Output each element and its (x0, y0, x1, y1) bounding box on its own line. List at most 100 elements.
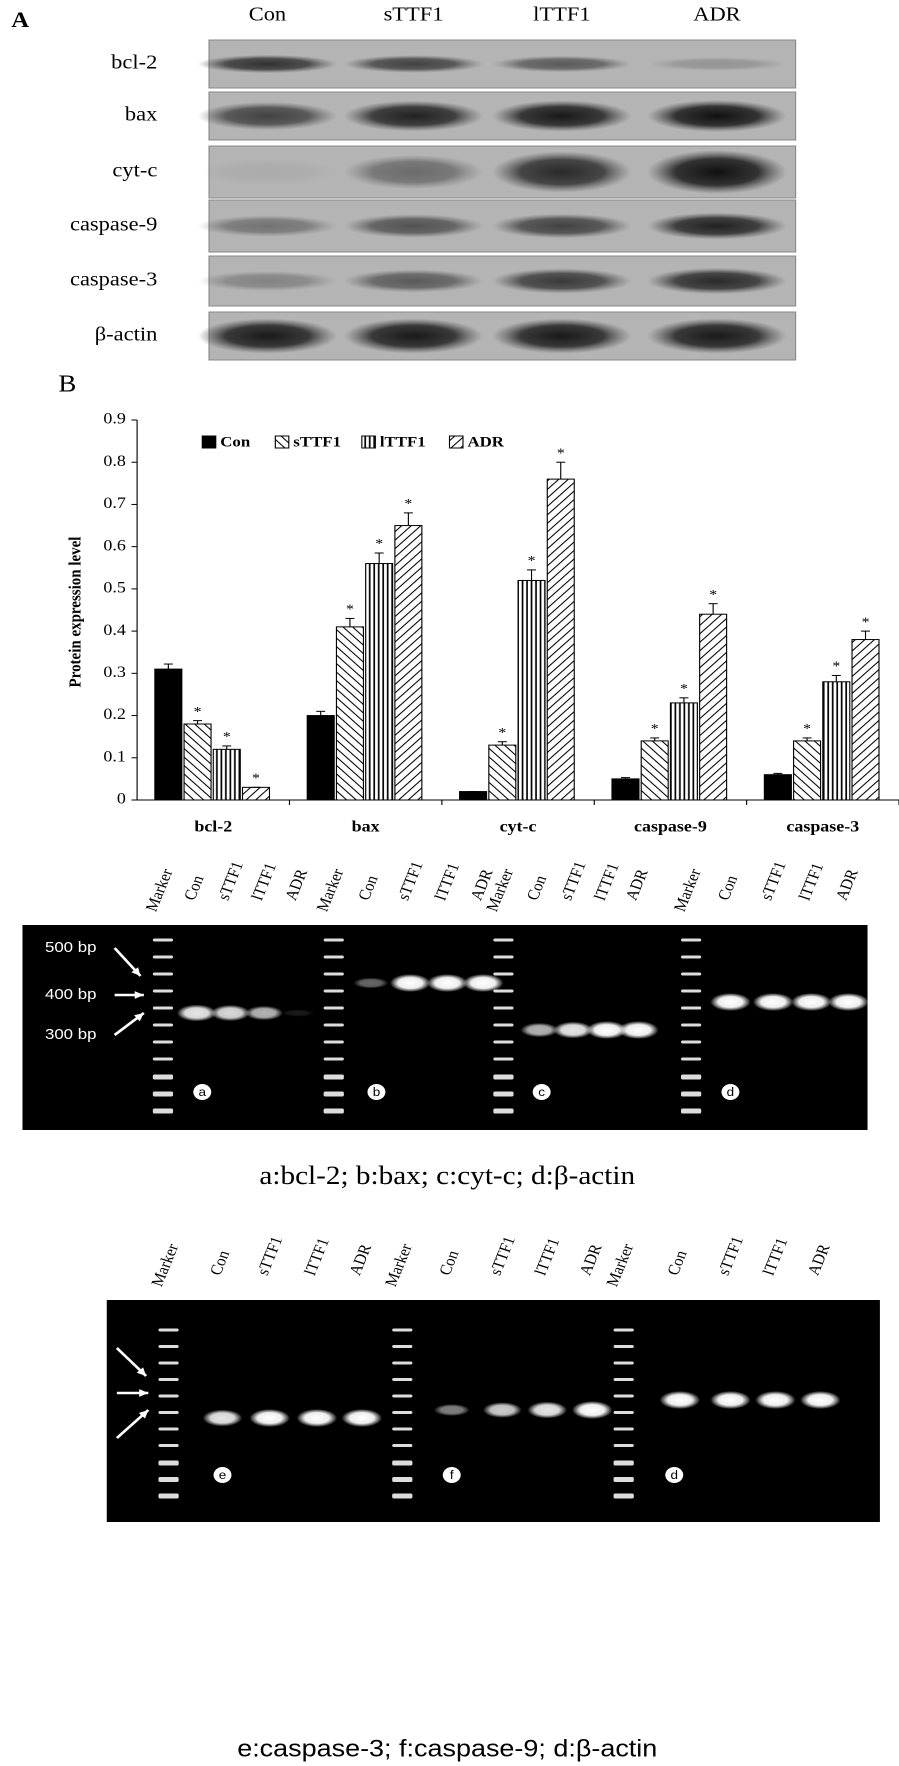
row-label: caspase-3 (70, 268, 157, 291)
bar (699, 613, 728, 801)
y-tick-label: 0.2 (103, 705, 125, 723)
ladder-band (493, 1074, 514, 1080)
ladder-band (680, 938, 702, 942)
lane-marker (721, 1084, 740, 1100)
bar (793, 740, 822, 801)
lane-label: lTTF1 (796, 861, 828, 902)
bar (822, 681, 851, 801)
x-tick-label: caspase-9 (634, 818, 707, 836)
lane-marker (442, 1467, 461, 1483)
legend-label: lTTF1 (380, 434, 426, 450)
bar (335, 626, 364, 801)
legend-label: Con (220, 434, 250, 450)
lane-label: ADR (833, 867, 862, 903)
lane-label: lTTF1 (591, 861, 623, 902)
lane-label: lTTF1 (760, 1236, 792, 1277)
group-label: c (538, 1085, 545, 1099)
ladder-band (392, 1493, 413, 1499)
ladder-band (613, 1427, 634, 1431)
ladder-band (152, 955, 174, 959)
ladder-band (392, 1477, 413, 1482)
ladder-band (613, 1394, 634, 1398)
bar (611, 778, 640, 801)
legend-swatch (274, 435, 290, 449)
blot-band (343, 55, 484, 73)
group-label: d (727, 1085, 734, 1099)
x-tick-label: cyt-c (500, 818, 537, 836)
significance-mark: * (223, 730, 231, 745)
lane-label: sTTF1 (558, 859, 590, 902)
gel-band (659, 1391, 701, 1409)
lane-label: Con (207, 1249, 233, 1278)
y-tick-label: 0.9 (103, 410, 125, 428)
y-tick-label: 0.1 (103, 747, 125, 765)
lane-label: ADR (623, 867, 652, 903)
gel-band (427, 974, 468, 992)
ladder-band (680, 1006, 702, 1010)
ladder-band (613, 1460, 634, 1466)
group-label: a (199, 1085, 207, 1099)
gel-band (752, 993, 794, 1011)
significance-mark: * (832, 659, 840, 674)
blot-band (647, 267, 787, 295)
blot-band (647, 212, 787, 240)
gel-band (389, 974, 431, 992)
group-label: b (373, 1085, 380, 1099)
ladder-band (392, 1460, 413, 1466)
gel-image (22, 925, 868, 1130)
significance-mark: * (404, 497, 412, 512)
lane-label: Con (715, 874, 741, 903)
ladder-band (323, 1023, 344, 1027)
ladder-band (392, 1345, 413, 1348)
ladder-band (158, 1493, 179, 1499)
ladder-band (158, 1345, 179, 1348)
ladder-band (158, 1394, 179, 1398)
lane-label: Marker (671, 866, 705, 914)
gel-band (520, 1022, 559, 1038)
significance-mark: * (709, 588, 717, 603)
ladder-band (158, 1411, 179, 1414)
ladder-band (323, 1091, 344, 1097)
ladder-band (158, 1444, 179, 1447)
ladder-band (613, 1493, 634, 1499)
gel-band (176, 1004, 217, 1022)
ladder-band (152, 1006, 174, 1010)
lane-label: ADR (346, 1242, 375, 1278)
lane-label: Con (181, 874, 207, 903)
blot-band (343, 154, 484, 190)
significance-mark: * (194, 705, 202, 720)
ladder-band (680, 972, 702, 976)
gel-band (791, 993, 832, 1011)
ladder-band (493, 1057, 514, 1061)
bar (394, 525, 423, 801)
y-tick-label: 0.3 (103, 663, 125, 681)
blot-band (647, 57, 787, 71)
ladder-band (152, 938, 174, 942)
ladder-band (392, 1328, 413, 1332)
y-tick-label: 0.5 (103, 578, 125, 596)
arrow-head (138, 1410, 149, 1419)
bar (669, 702, 698, 801)
size-label: 400 bp (45, 987, 97, 1003)
lane-label: ADR (282, 867, 311, 903)
lane-label: ADR (577, 1242, 606, 1278)
gel-band (571, 1401, 613, 1419)
ladder-band (493, 1040, 514, 1044)
lane-marker (367, 1084, 386, 1100)
lane-label: lTTF1 (249, 861, 281, 902)
ladder-band (493, 938, 514, 942)
ladder-band (152, 1074, 174, 1080)
ladder-band (680, 1040, 702, 1044)
x-tick-label: caspase-3 (786, 818, 859, 836)
blot-band (197, 215, 338, 237)
gel-band (281, 1009, 314, 1017)
blot-band (197, 270, 338, 292)
ladder-band (680, 989, 702, 993)
legend-swatch (201, 435, 217, 449)
ladder-band (152, 1040, 174, 1044)
gel-band (755, 1391, 796, 1409)
size-label: 500 bp (45, 940, 97, 956)
blot-band (647, 100, 787, 132)
ladder-band (152, 1108, 174, 1114)
